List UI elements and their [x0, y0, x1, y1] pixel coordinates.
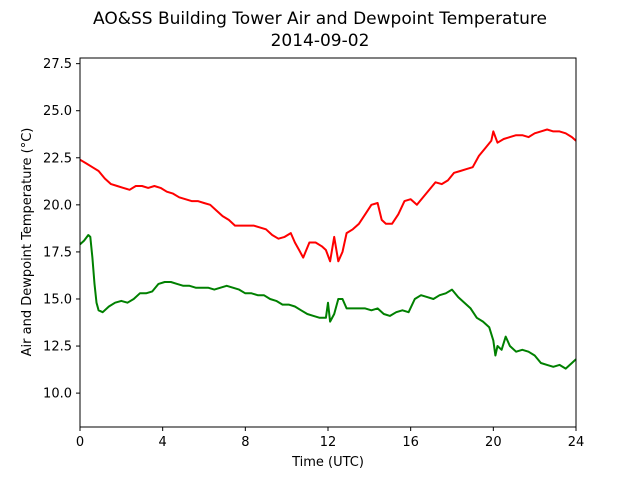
x-tick-label: 20 [485, 435, 502, 450]
x-axis-ticks: 0 4 8 12 16 20 24 [76, 427, 584, 450]
x-tick-label: 4 [159, 435, 167, 450]
y-tick-label: 10.0 [43, 387, 72, 402]
y-axis-label: Air and Dewpoint Temperature (°C) [20, 128, 35, 357]
y-tick-label: 12.5 [43, 340, 72, 355]
series-layer [79, 128, 577, 370]
series-line-0 [79, 128, 577, 263]
x-axis-label: Time (UTC) [291, 455, 364, 470]
x-tick-label: 24 [568, 435, 585, 450]
chart-subtitle: 2014-09-02 [271, 31, 370, 51]
y-tick-label: 27.5 [43, 57, 72, 72]
y-tick-label: 17.5 [43, 245, 72, 260]
x-tick-label: 8 [241, 435, 249, 450]
y-tick-label: 15.0 [43, 292, 72, 307]
series-line-1 [79, 234, 577, 370]
y-axis-ticks: 10.0 12.5 15.0 17.5 20.0 22.5 25.0 27.5 [43, 57, 80, 402]
y-tick-label: 25.0 [43, 104, 72, 119]
x-tick-label: 0 [76, 435, 84, 450]
x-tick-label: 16 [402, 435, 419, 450]
chart-title: AO&SS Building Tower Air and Dewpoint Te… [93, 9, 547, 29]
y-tick-label: 20.0 [43, 198, 72, 213]
plot-frame [79, 57, 577, 428]
x-tick-label: 12 [320, 435, 337, 450]
y-tick-label: 22.5 [43, 151, 72, 166]
